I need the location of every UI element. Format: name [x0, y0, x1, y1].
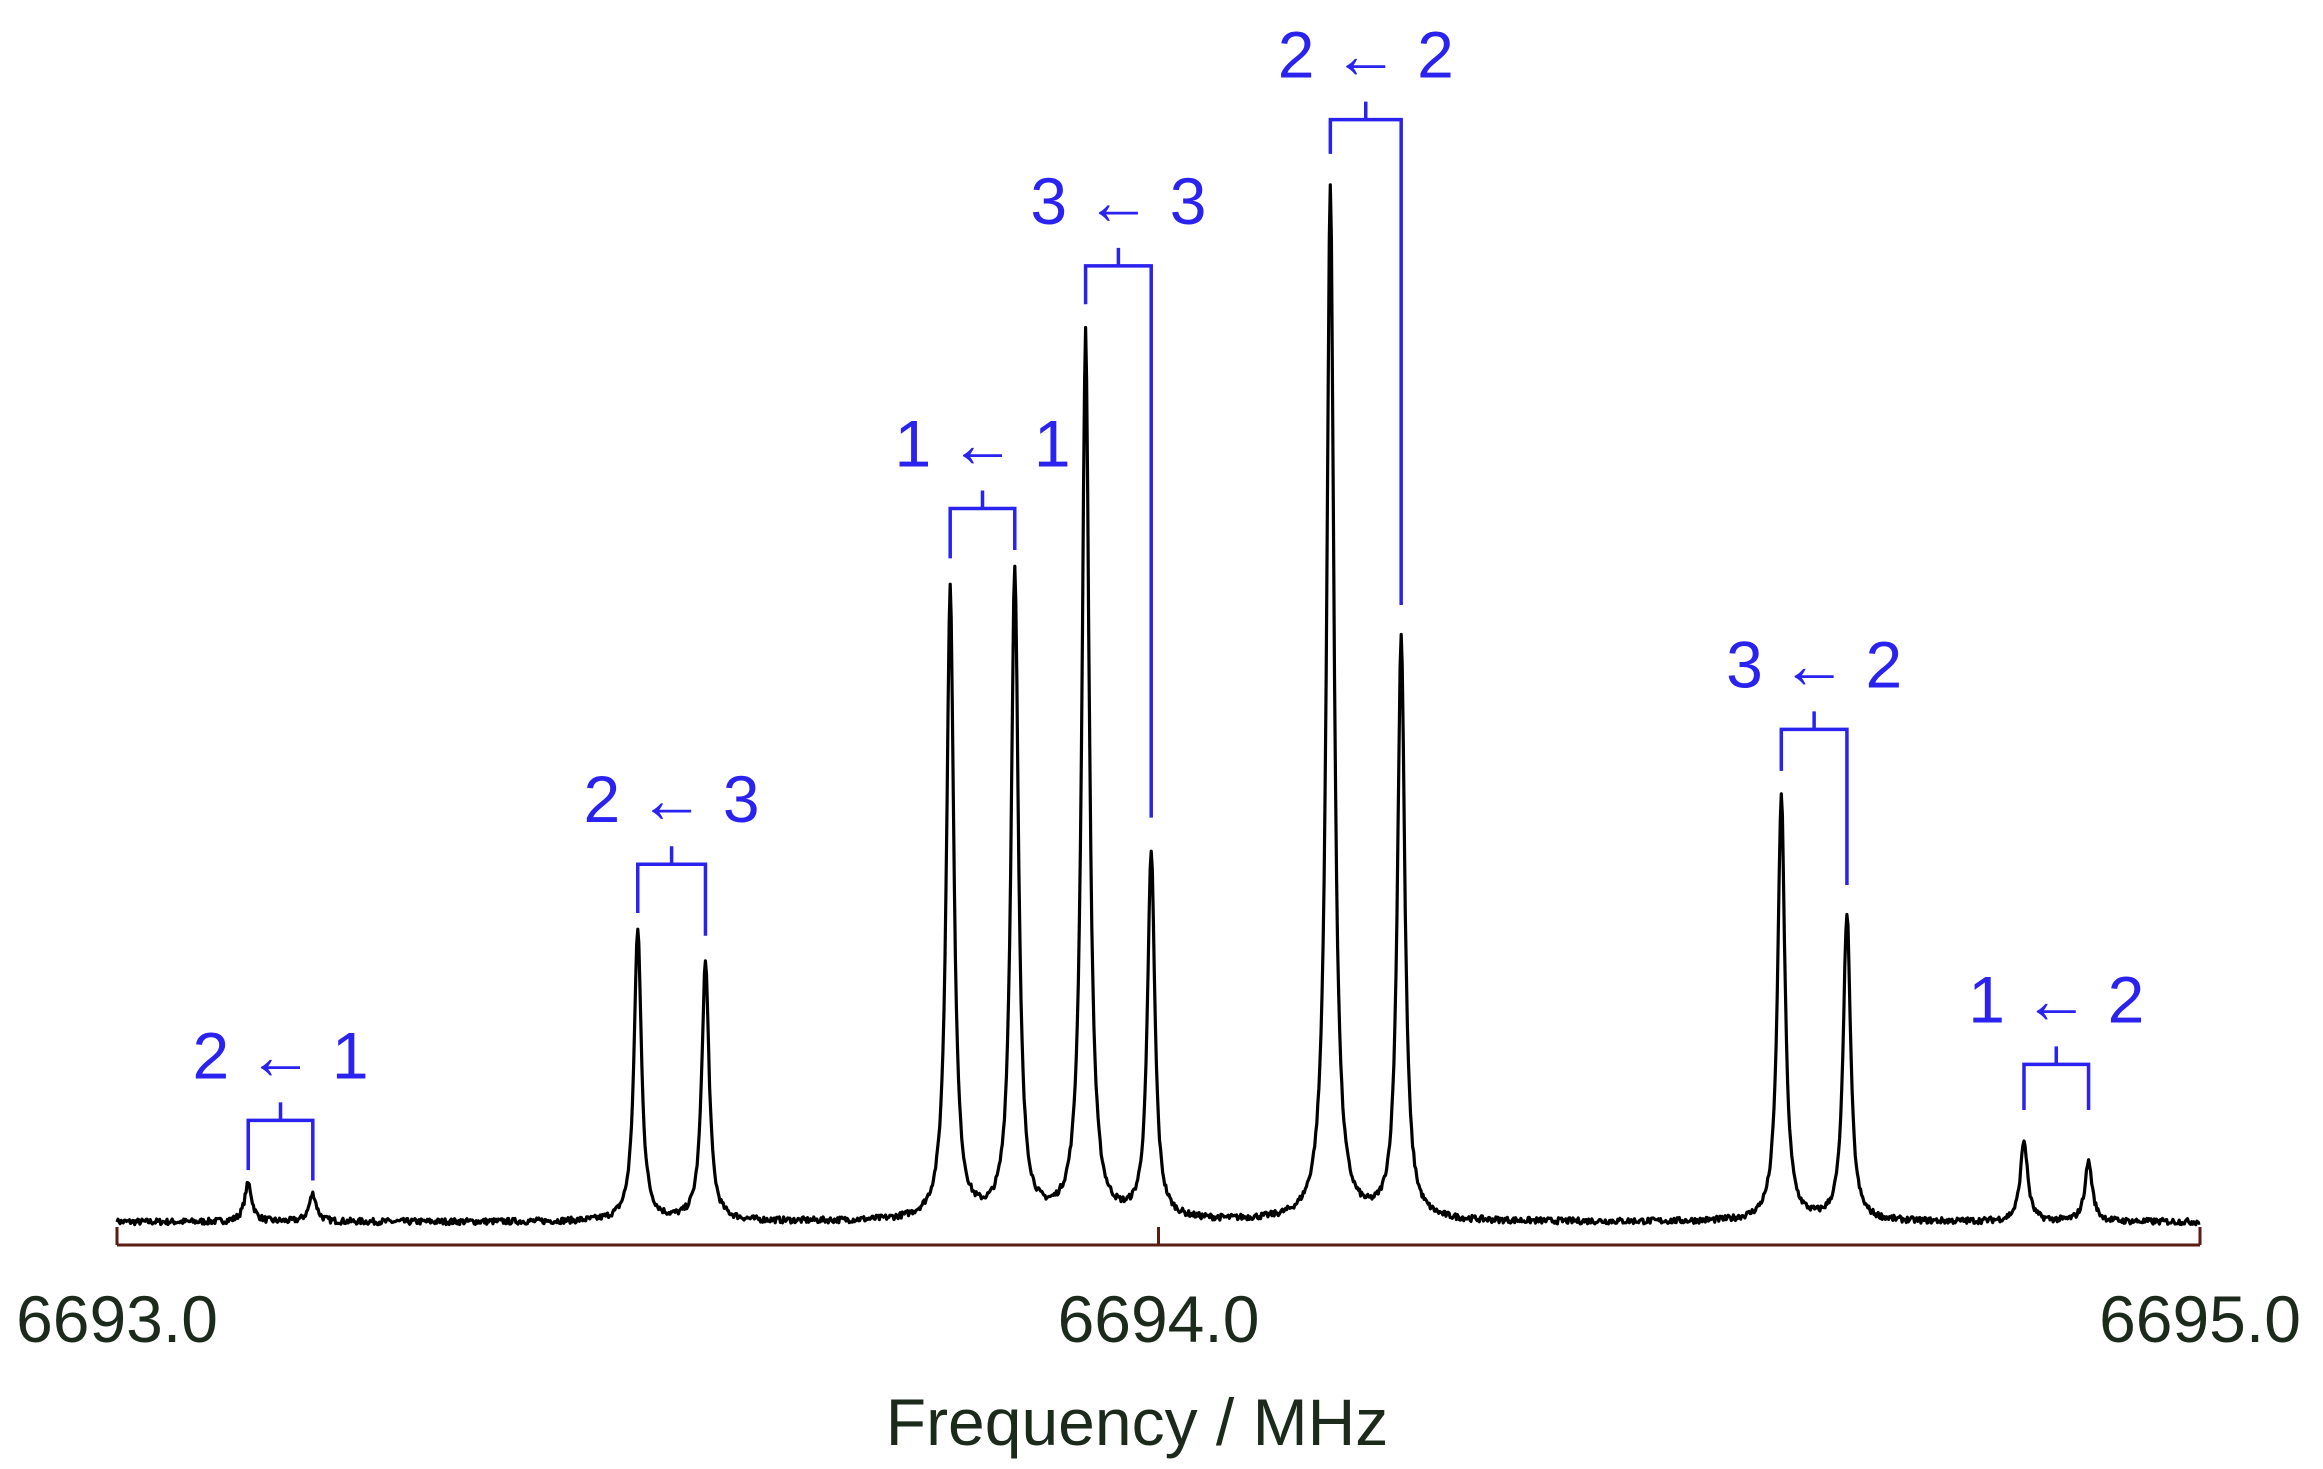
transition-label-7: 1 ← 2: [1968, 962, 2144, 1036]
transition-annotation-5: 2 ← 2: [1278, 18, 1454, 605]
transition-annotation-1: 2 ← 1: [192, 1018, 369, 1181]
x-axis-title: Frequency / MHz: [886, 1385, 1388, 1459]
transition-bracket-4: [1083, 247, 1153, 818]
transition-bracket-5: [1328, 101, 1403, 605]
transition-annotation-7: 1 ← 2: [1968, 962, 2144, 1110]
transition-bracket-2: [636, 846, 708, 936]
transition-bracket-6: [1779, 711, 1849, 885]
transition-label-5: 2 ← 2: [1278, 18, 1454, 92]
spectrum-layer: [115, 183, 2201, 1227]
annotation-layer: 2 ← 1 2 ← 3 1 ← 1 3 ← 3 2 ← 2 3 ← 2 1 ← 2: [192, 18, 2144, 1181]
transition-annotation-3: 1 ← 1: [894, 407, 1071, 559]
transition-bracket-7: [2022, 1046, 2091, 1110]
transition-annotation-6: 3 ← 2: [1726, 627, 1902, 885]
transition-label-4: 3 ← 3: [1030, 164, 1206, 238]
x-axis: 6693.0 6694.0 6695.0: [16, 1227, 2301, 1356]
transition-label-3: 1 ← 1: [894, 407, 1070, 481]
x-tick-label-1: 6693.0: [16, 1282, 218, 1356]
transition-label-6: 3 ← 2: [1726, 627, 1902, 701]
transition-label-1: 2 ← 1: [192, 1018, 368, 1092]
transition-bracket-3: [948, 490, 1017, 559]
spectrum-trace: [115, 183, 2201, 1227]
transition-bracket-1: [246, 1102, 315, 1181]
transition-label-2: 2 ← 3: [584, 762, 760, 836]
x-tick-label-2: 6694.0: [1058, 1282, 1260, 1356]
x-tick-label-3: 6695.0: [2099, 1282, 2301, 1356]
transition-annotation-4: 3 ← 3: [1030, 164, 1206, 818]
transition-annotation-2: 2 ← 3: [584, 762, 760, 936]
